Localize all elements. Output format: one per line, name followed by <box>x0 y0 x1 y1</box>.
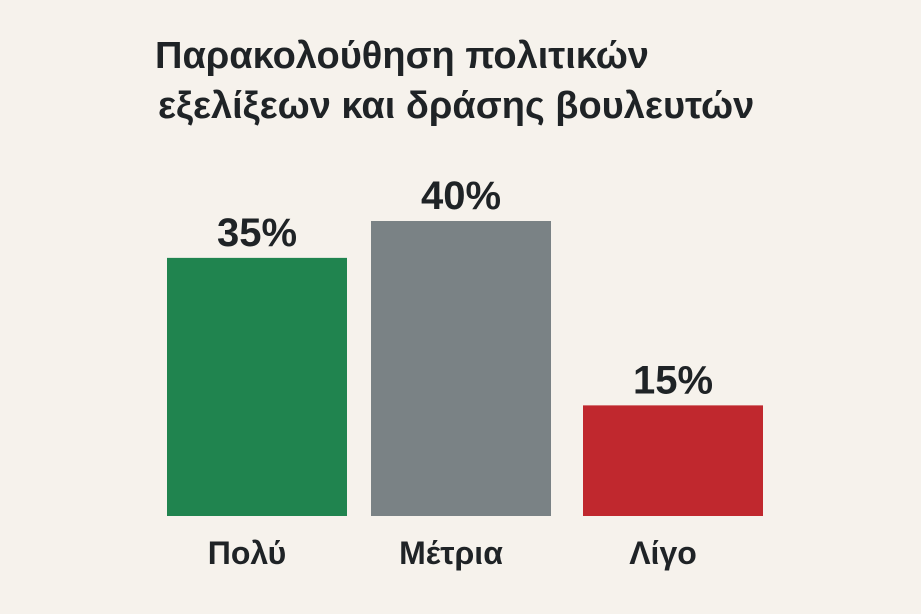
bars-group: 35% Πολύ 40% Μέτρια 15% Λίγο <box>167 174 763 571</box>
category-label-1: Μέτρια <box>399 535 503 571</box>
category-label-0: Πολύ <box>208 535 287 571</box>
bar-0 <box>167 257 347 516</box>
value-label-2: 15% <box>633 358 713 402</box>
chart-title: Παρακολούθηση πολιτικών εξελίξεων και δρ… <box>0 0 921 140</box>
bar-2 <box>583 405 763 516</box>
bar-1 <box>371 221 551 516</box>
value-label-0: 35% <box>217 211 297 255</box>
category-label-2: Λίγο <box>629 535 697 571</box>
chart-title-line-2: εξελίξεων και δράσης βουλευτών <box>158 85 755 127</box>
chart-title-line-1: Παρακολούθηση πολιτικών <box>155 35 649 77</box>
value-label-1: 40% <box>421 174 501 218</box>
